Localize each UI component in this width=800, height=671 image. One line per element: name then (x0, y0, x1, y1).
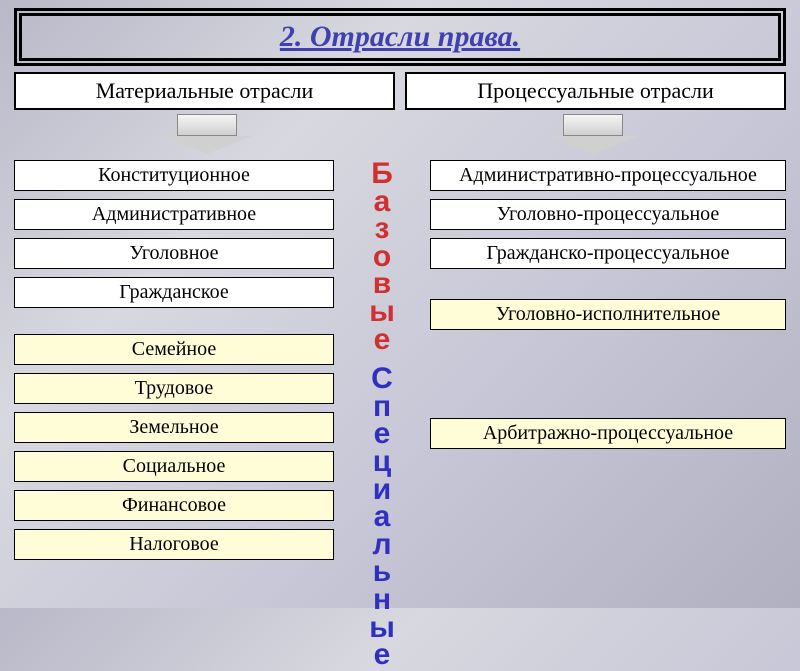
page-title: 2. Отрасли права. (280, 20, 520, 53)
arrow-down-icon (147, 114, 267, 154)
vertical-text: БазовыеСпециальные (342, 160, 422, 669)
list-item: Арбитражно-процессуальное (430, 418, 786, 449)
procedural-column: Административно-процессуальное Уголовно-… (430, 160, 786, 568)
vertical-char: ь (342, 558, 422, 586)
list-item: Трудовое (14, 373, 334, 404)
list-item: Уголовно-процессуальное (430, 199, 786, 230)
vertical-char: е (342, 641, 422, 669)
list-item: Уголовно-исполнительное (430, 299, 786, 330)
vertical-char: и (342, 476, 422, 504)
list-item: Гражданское (14, 277, 334, 308)
arrow-row (0, 114, 800, 154)
list-item: Конституционное (14, 160, 334, 191)
list-item: Финансовое (14, 490, 334, 521)
vertical-char: С (342, 365, 422, 393)
list-item: Уголовное (14, 238, 334, 269)
list-item: Гражданско-процессуальное (430, 238, 786, 269)
arrow-down-icon (533, 114, 653, 154)
list-item: Налоговое (14, 529, 334, 560)
content-columns: Конституционное Административное Уголовн… (0, 160, 800, 568)
vertical-char: в (342, 270, 422, 298)
category-headers: Материальные отрасли Процессуальные отра… (0, 72, 800, 110)
vertical-char: о (342, 243, 422, 271)
vertical-char: ц (342, 448, 422, 476)
material-column: Конституционное Административное Уголовн… (14, 160, 334, 568)
header-procedural: Процессуальные отрасли (405, 72, 786, 110)
list-item: Земельное (14, 412, 334, 443)
vertical-char: е (342, 326, 422, 354)
list-item: Административно-процессуальное (430, 160, 786, 191)
vertical-char: ы (342, 614, 422, 642)
vertical-char: п (342, 393, 422, 421)
vertical-char: е (342, 420, 422, 448)
vertical-char: а (342, 188, 422, 216)
list-item: Административное (14, 199, 334, 230)
vertical-char: з (342, 215, 422, 243)
vertical-char: ы (342, 298, 422, 326)
vertical-char: а (342, 503, 422, 531)
header-material: Материальные отрасли (14, 72, 395, 110)
title-bar: 2. Отрасли права. (14, 8, 786, 66)
list-item: Социальное (14, 451, 334, 482)
vertical-labels: БазовыеСпециальные (342, 160, 422, 568)
vertical-char: Б (342, 160, 422, 188)
vertical-char: л (342, 531, 422, 559)
list-item: Семейное (14, 334, 334, 365)
